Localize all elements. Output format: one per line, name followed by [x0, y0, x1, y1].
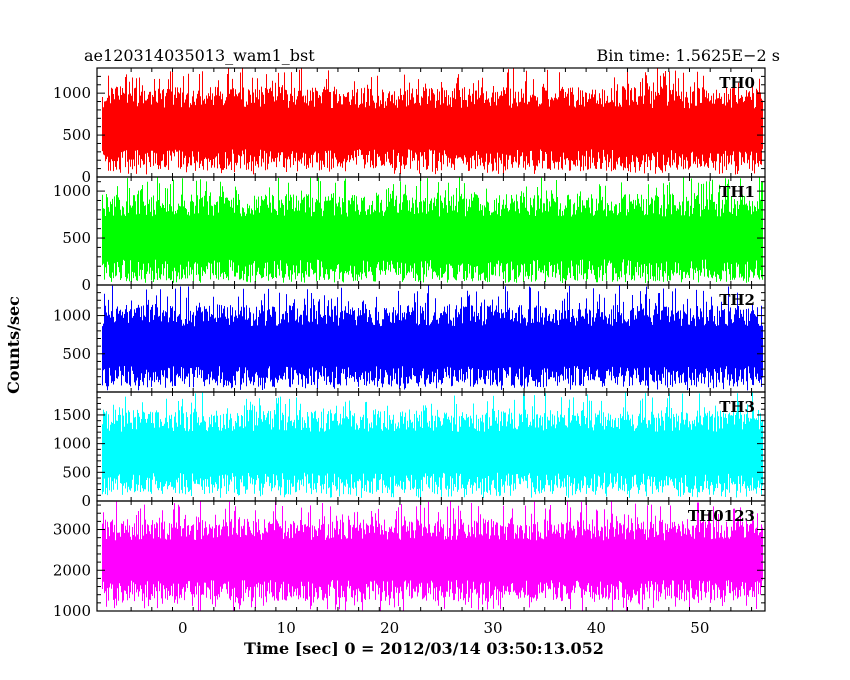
- y-tick-label: 0: [81, 492, 91, 510]
- panel-th3: 0 500 1000 1500 TH3: [53, 391, 766, 510]
- x-axis: 0 10 20 30 40 50: [178, 619, 709, 637]
- y-tick-label: 1000: [53, 84, 91, 102]
- x-tick-label: 10: [277, 619, 296, 637]
- y-tick-label: 500: [62, 229, 91, 247]
- bin-time-label: Bin time: 1.5625E−2 s: [597, 46, 780, 65]
- series-th2: [102, 285, 763, 391]
- y-axis-label: Counts/sec: [4, 296, 23, 394]
- y-tick-label: 1000: [53, 182, 91, 200]
- y-tick-label: 500: [62, 345, 91, 363]
- x-tick-label: 30: [483, 619, 502, 637]
- x-axis-label: Time [sec] 0 = 2012/03/14 03:50:13.052: [244, 639, 604, 658]
- panel-label: TH3: [719, 398, 755, 416]
- y-tick-label: 0: [81, 276, 91, 294]
- panels: 0 500 1000 TH0 0 500 1000 TH1 500 1000 TH2 0 500 1000…: [53, 67, 766, 620]
- x-tick-label: 40: [587, 619, 606, 637]
- panel-th0: 0 500 1000 TH0: [53, 67, 766, 186]
- panel-th2: 500 1000 TH2: [53, 284, 766, 393]
- x-tick-label: 50: [690, 619, 709, 637]
- series-th1: [102, 177, 763, 283]
- chart-title: ae120314035013_wam1_bst: [84, 46, 315, 65]
- series-th3: [102, 392, 763, 498]
- y-tick-label: 500: [62, 126, 91, 144]
- y-tick-label: 1500: [53, 406, 91, 424]
- panel-th1: 0 500 1000 TH1: [53, 176, 766, 294]
- y-tick-label: 1000: [53, 602, 91, 620]
- panel-label: TH0123: [688, 507, 755, 525]
- y-tick-label: 3000: [53, 521, 91, 539]
- series-th0: [102, 68, 763, 175]
- y-tick-label: 1000: [53, 435, 91, 453]
- panel-th0123: 1000 2000 3000 TH0123: [53, 500, 766, 620]
- y-tick-label: 500: [62, 463, 91, 481]
- y-tick-label: 1000: [53, 307, 91, 325]
- x-tick-label: 20: [380, 619, 399, 637]
- y-tick-label: 0: [81, 168, 91, 186]
- x-tick-label: 0: [178, 619, 188, 637]
- series-th0123: [102, 501, 763, 611]
- panel-label: TH2: [719, 291, 755, 309]
- panel-label: TH0: [719, 74, 755, 92]
- panel-frame: [96, 500, 766, 612]
- y-tick-label: 2000: [53, 561, 91, 579]
- panel-label: TH1: [719, 183, 755, 201]
